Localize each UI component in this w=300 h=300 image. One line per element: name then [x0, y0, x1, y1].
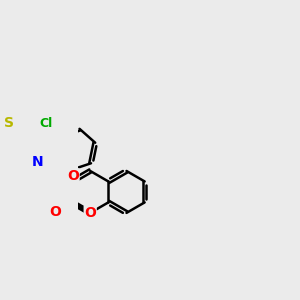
Text: N: N [32, 155, 44, 169]
Text: S: S [4, 116, 14, 130]
Text: O: O [84, 206, 96, 220]
Text: Cl: Cl [40, 117, 53, 130]
Text: O: O [49, 205, 61, 219]
Text: O: O [67, 169, 79, 183]
